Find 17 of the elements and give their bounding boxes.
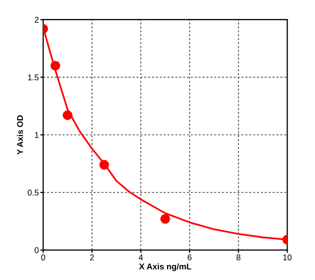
x-tick-label: 6 (188, 254, 192, 260)
x-tick-label: 10 (283, 254, 292, 260)
y-tick-label: 0.5 (28, 190, 39, 196)
y-tick-label: 1.5 (28, 74, 39, 80)
y-tick-label: 2 (34, 16, 39, 23)
point (160, 214, 170, 224)
point (50, 60, 60, 71)
point (99, 160, 110, 170)
x-axis-title: X Axis ng/mL (139, 263, 192, 272)
y-axis-title: Y Axis OD (16, 115, 23, 155)
x-tick-label: 4 (138, 254, 143, 260)
y-tick-label: 1 (34, 132, 39, 138)
y-tick-label: 0 (34, 247, 39, 254)
point (62, 110, 72, 120)
x-tick-label: 8 (236, 254, 240, 260)
x-tick-label: 0 (41, 254, 46, 260)
x-tick-label: 2 (90, 254, 94, 260)
